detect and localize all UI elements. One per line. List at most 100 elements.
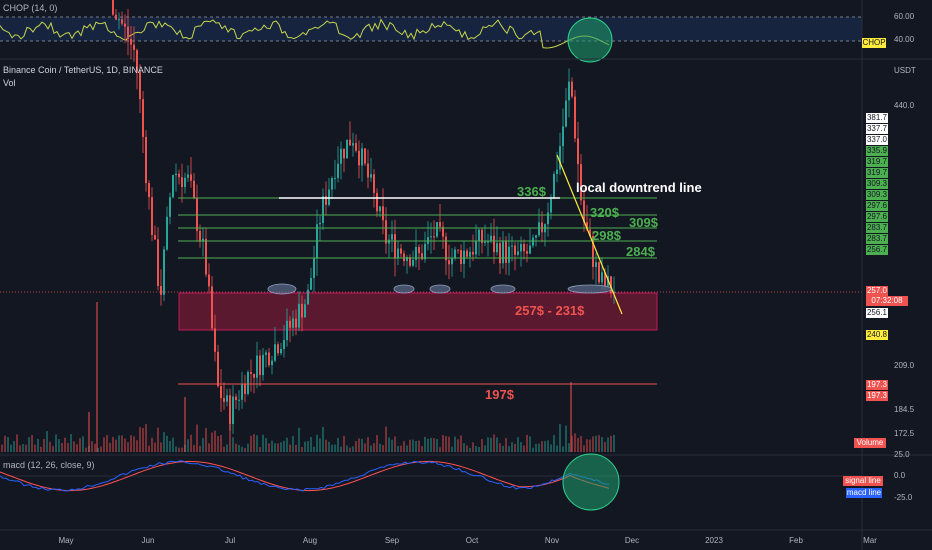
volume-bar xyxy=(262,434,264,452)
volume-bar xyxy=(157,427,159,452)
candle-body xyxy=(274,344,276,361)
candle-body xyxy=(451,258,453,265)
candle-body xyxy=(214,328,216,352)
volume-bar xyxy=(361,438,363,452)
candle-body xyxy=(397,248,399,259)
chop-line xyxy=(0,18,610,49)
candle-body xyxy=(361,148,363,166)
candle-body xyxy=(421,253,423,260)
candle-body xyxy=(412,259,414,266)
candle-body xyxy=(439,222,441,227)
volume-bar xyxy=(570,382,572,452)
price-tag: 297.6 xyxy=(866,212,888,222)
volume-bar xyxy=(133,436,135,452)
volume-bar xyxy=(271,440,273,452)
candle-body xyxy=(511,245,513,247)
level-309-label: 309$ xyxy=(629,215,658,230)
volume-bar xyxy=(445,436,447,452)
volume-bar xyxy=(295,444,297,452)
candle-body xyxy=(418,247,420,254)
volume-bar xyxy=(76,444,78,452)
candle-body xyxy=(403,253,405,262)
volume-bar xyxy=(241,446,243,452)
volume-bar xyxy=(541,441,543,452)
chop-title: CHOP (14, 0) xyxy=(3,3,58,13)
candle-body xyxy=(598,262,600,283)
volume-bar xyxy=(79,438,81,452)
volume-bar xyxy=(268,443,270,452)
candle-body xyxy=(517,251,519,255)
volume-bar xyxy=(562,446,564,452)
volume-bar xyxy=(481,439,483,452)
y-tick: 184.5 xyxy=(894,405,915,414)
candle-body xyxy=(139,71,141,100)
zone-label: 257$ - 231$ xyxy=(515,303,585,318)
volume-bar xyxy=(181,447,183,452)
candle-body xyxy=(574,96,576,139)
candle-body xyxy=(310,277,312,290)
candle-body xyxy=(532,237,534,246)
volume-bar xyxy=(226,444,228,452)
candle-body xyxy=(406,257,408,262)
candle-body xyxy=(241,383,243,400)
volume-bar xyxy=(388,437,390,452)
volume-bar xyxy=(394,436,396,452)
volume-bar xyxy=(349,447,351,452)
volume-bar xyxy=(16,434,18,452)
volume-bar xyxy=(322,426,324,452)
candle-body xyxy=(217,351,219,387)
candle-body xyxy=(331,178,333,190)
support-zone xyxy=(178,292,658,331)
volume-bar xyxy=(451,446,453,452)
candle-body xyxy=(436,222,438,237)
volume-bar xyxy=(1,444,3,452)
candle-body xyxy=(172,175,174,198)
touch-ellipse xyxy=(393,284,415,294)
volume-bar xyxy=(376,435,378,452)
volume-bar xyxy=(532,447,534,452)
candle-body xyxy=(580,164,582,201)
price-tag: 319.7 xyxy=(866,157,888,167)
volume-bar xyxy=(484,445,486,452)
volume-bar xyxy=(187,439,189,452)
downtrend-line xyxy=(556,154,623,315)
candle-body xyxy=(481,229,483,243)
chart-title: Binance Coin / TetherUS, 1D, BINANCE xyxy=(3,65,163,75)
volume-bar xyxy=(412,439,414,452)
price-tag: 335.9 xyxy=(866,146,888,156)
downtrend-annotation: local downtrend line xyxy=(576,180,702,195)
volume-bar xyxy=(298,427,300,452)
price-tag: 283.7 xyxy=(866,223,888,233)
volume-bar xyxy=(28,437,30,452)
volume-bar xyxy=(424,436,426,452)
candle-body xyxy=(358,150,360,166)
volume-bar xyxy=(487,437,489,452)
candle-body xyxy=(472,251,474,255)
volume-bar xyxy=(121,435,123,452)
x-tick-jun: Jun xyxy=(141,536,155,545)
macd-line xyxy=(0,460,610,492)
candle-body xyxy=(298,303,300,328)
price-tag: 197.3 xyxy=(866,380,888,390)
macd-line-tag: macd line xyxy=(846,488,882,498)
touch-ellipse xyxy=(267,283,297,295)
volume-bar xyxy=(19,445,21,452)
level-284-label: 284$ xyxy=(626,244,655,259)
level-298-label: 298$ xyxy=(592,228,621,243)
candle-body xyxy=(376,192,378,212)
candle-body xyxy=(586,222,588,230)
volume-bar xyxy=(505,438,507,452)
candle-body xyxy=(535,235,537,238)
volume-bar xyxy=(511,442,513,452)
volume-bar xyxy=(499,443,501,452)
candle-body xyxy=(223,398,225,402)
volume-bar xyxy=(307,441,309,452)
volume-bar xyxy=(247,443,249,452)
candle-body xyxy=(148,183,150,198)
volume-bar xyxy=(400,445,402,452)
candle-body xyxy=(568,81,570,101)
x-tick-may: May xyxy=(58,536,74,545)
volume-bar xyxy=(46,431,48,452)
volume-bar xyxy=(430,437,432,452)
